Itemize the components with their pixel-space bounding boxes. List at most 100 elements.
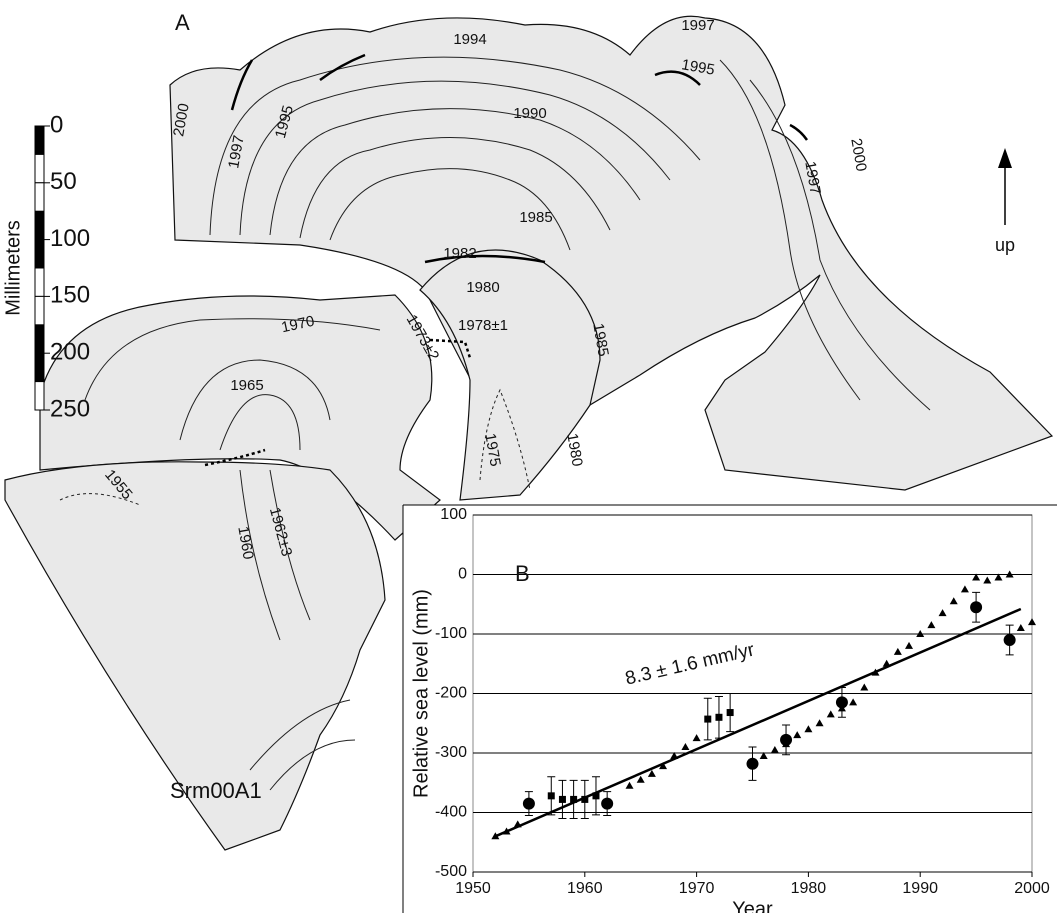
y-tick-label: -200: [435, 685, 467, 702]
contour-label: 2000: [170, 102, 193, 138]
square-point: [570, 795, 578, 803]
panel-b: -500 -400 -300 -200 -100 0 100 1950 1960 1970 1980…: [402, 504, 1057, 913]
triangle-point: [916, 630, 925, 637]
contour-label: 1980: [466, 279, 499, 296]
scale-tick-label: 250: [50, 395, 90, 422]
triangle-point: [692, 734, 701, 742]
x-tick-label: 1970: [679, 880, 715, 897]
circle-point: [1003, 633, 1016, 646]
x-tick-label: 2000: [1014, 880, 1050, 897]
contour-label: 1990: [513, 105, 546, 122]
scale-segment: [34, 324, 45, 354]
triangle-point: [1016, 624, 1025, 632]
triangle-point: [994, 573, 1003, 581]
contour-label: 1997: [681, 17, 714, 34]
chart: -500 -400 -300 -200 -100 0 100 1950 1960 1970 1980…: [410, 506, 1050, 913]
triangle-point: [983, 576, 992, 584]
coral-middle: [39, 294, 441, 541]
scale-tick-label: 50: [50, 168, 77, 195]
circle-point: [601, 797, 614, 810]
y-tick-label: -100: [435, 625, 467, 642]
contour-label: 2000: [847, 137, 870, 173]
contour-label: 1970: [280, 313, 316, 337]
specimen-label: Srm00A1: [170, 778, 262, 803]
scale-segment: [34, 153, 45, 184]
panel-label: A: [175, 10, 190, 35]
triangle-point: [927, 621, 936, 629]
y-tick-label: -300: [435, 744, 467, 761]
coral-lower: [4, 461, 386, 851]
orientation-label: up: [995, 235, 1015, 255]
triangle-point: [625, 781, 634, 789]
triangle-point: [647, 769, 656, 777]
scale-tick-label: 100: [50, 225, 90, 252]
circle-point: [835, 696, 848, 709]
square-point: [715, 713, 723, 721]
triangle-point: [960, 585, 969, 593]
scale-title: Millimeters: [2, 220, 24, 316]
scale-segment: [34, 267, 45, 297]
contour-label: 1980: [563, 432, 586, 468]
x-tick-label: 1990: [902, 880, 938, 897]
contour-label: 1994: [453, 31, 486, 48]
triangle-point: [804, 725, 813, 733]
contour-label: 1965: [230, 377, 263, 394]
square-point: [581, 795, 589, 803]
y-tick-label: -500: [435, 863, 467, 880]
scale-segment: [34, 381, 45, 411]
orientation-arrow: up: [995, 148, 1015, 255]
scale-bar: 0 50 100 150 200 250 Millimeters: [2, 111, 90, 422]
contour-label: 1985: [519, 209, 552, 226]
triangle-point: [636, 775, 645, 783]
triangle-point: [972, 573, 981, 581]
triangle-point: [681, 743, 690, 751]
triangle-point: [1005, 570, 1014, 578]
contour-label: 1978±1: [458, 317, 508, 334]
x-tick-label: 1950: [455, 880, 491, 897]
contour-label: 1997: [801, 160, 824, 196]
triangle-point: [949, 597, 958, 605]
triangle-point: [860, 683, 869, 691]
circle-point: [970, 601, 983, 614]
contour-label: 1985: [589, 322, 612, 358]
triangle-point: [659, 762, 668, 770]
contour-label: 1995: [680, 56, 716, 79]
coral-center: [419, 249, 601, 501]
y-tick-label: 100: [440, 506, 467, 523]
scale-segment: [34, 210, 45, 241]
triangle-point: [759, 751, 768, 759]
circle-point: [780, 733, 793, 746]
growth-bands: [59, 53, 931, 791]
x-axis-title: Year: [732, 898, 773, 913]
x-tick-label: 1980: [791, 880, 827, 897]
trend-line: [494, 607, 1022, 838]
contour-label: 1975: [481, 432, 504, 468]
triangle-point: [815, 719, 824, 727]
scale-tick-label: 0: [50, 111, 63, 138]
triangle-point: [905, 641, 914, 649]
y-axis-title: Relative sea level (mm): [410, 589, 432, 798]
triangle-point: [793, 731, 802, 739]
triangle-point: [938, 609, 947, 617]
triangle-point: [826, 710, 835, 718]
triangle-point: [849, 698, 858, 706]
square-point: [547, 792, 555, 800]
scale-tick-label: 200: [50, 339, 90, 366]
y-tick-label: 0: [458, 566, 467, 583]
contour-label: 1997: [225, 134, 248, 170]
contour-label: 1960: [234, 525, 257, 561]
triangle-point: [770, 746, 779, 754]
circle-point: [746, 757, 759, 770]
y-tick-label: -400: [435, 804, 467, 821]
scale-tick-label: 150: [50, 282, 90, 309]
triangle-point: [1028, 618, 1036, 626]
contour-label: 1982: [443, 245, 476, 262]
square-point: [592, 792, 600, 800]
triangle-point: [893, 647, 902, 655]
square-point: [558, 795, 566, 803]
square-point: [704, 715, 712, 723]
square-point: [726, 709, 734, 717]
x-tick-label: 1960: [567, 880, 603, 897]
